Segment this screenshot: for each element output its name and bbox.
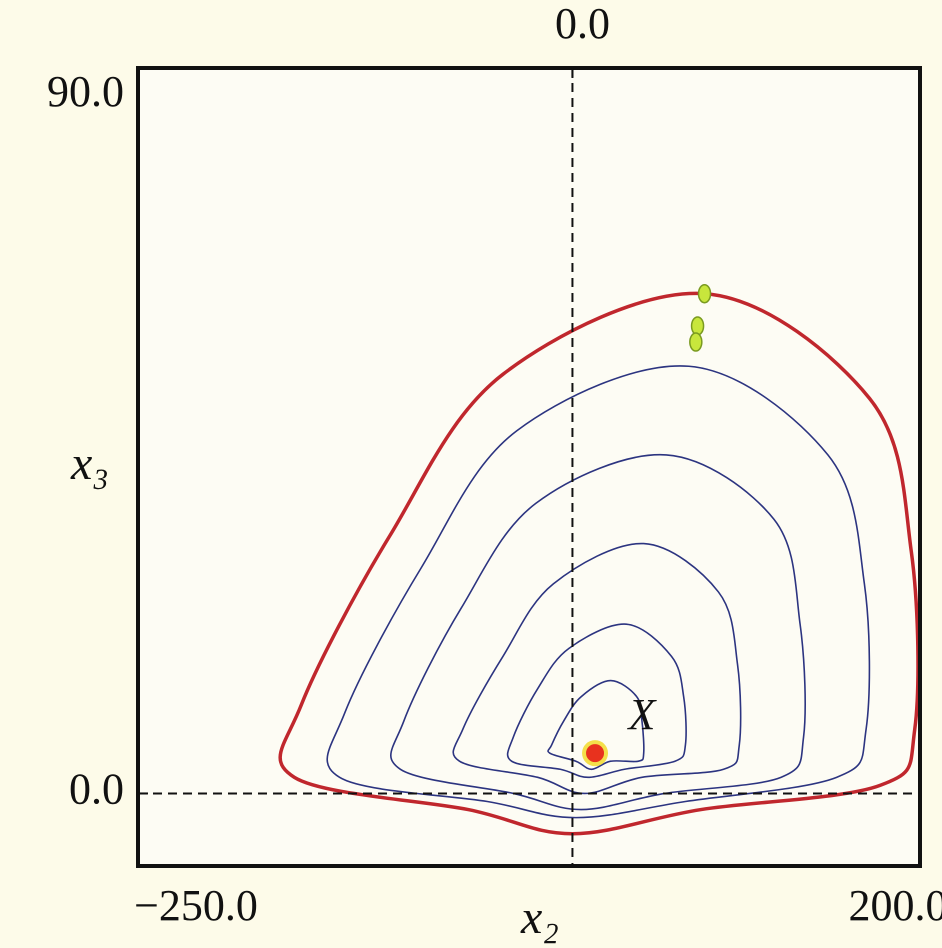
y-axis-label: x₃ xyxy=(70,437,109,490)
annotation: X xyxy=(627,690,658,739)
trajectory xyxy=(326,365,871,819)
trajectory xyxy=(547,679,645,771)
x-tick-label: 200.0 xyxy=(849,881,942,930)
trajectory xyxy=(278,291,920,836)
marker xyxy=(690,316,705,336)
plot-area xyxy=(138,68,920,866)
y-tick-label: 90.0 xyxy=(47,67,124,116)
fixed-point xyxy=(582,740,609,767)
trajectory xyxy=(506,623,687,779)
marker xyxy=(697,283,712,304)
plot-frame xyxy=(136,66,922,868)
x-axis-label: x₂ xyxy=(520,891,559,944)
x-tick-label: −250.0 xyxy=(134,881,258,930)
marker xyxy=(689,332,703,352)
x-top-tick-label: 0.0 xyxy=(555,0,610,48)
y-tick-label: 0.0 xyxy=(69,765,124,814)
trajectory xyxy=(390,453,806,811)
